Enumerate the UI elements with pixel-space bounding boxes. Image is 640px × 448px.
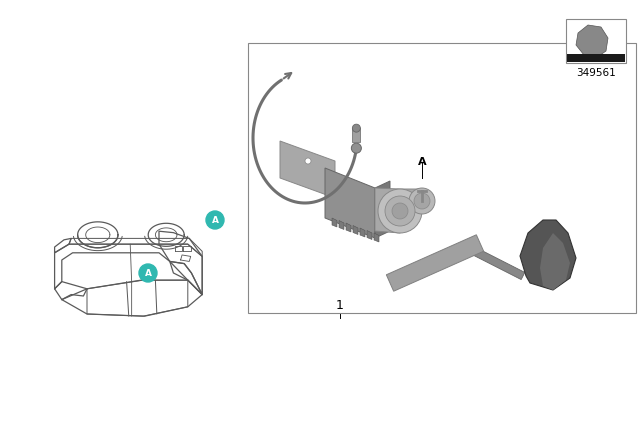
Text: A: A bbox=[211, 215, 218, 224]
Polygon shape bbox=[339, 220, 344, 229]
Polygon shape bbox=[325, 168, 375, 238]
Bar bbox=[567, 54, 625, 62]
Polygon shape bbox=[375, 181, 390, 238]
Circle shape bbox=[353, 124, 360, 132]
Ellipse shape bbox=[378, 189, 422, 233]
Text: 1: 1 bbox=[336, 299, 344, 312]
Circle shape bbox=[139, 264, 157, 282]
Polygon shape bbox=[576, 25, 608, 58]
Circle shape bbox=[206, 211, 224, 229]
Polygon shape bbox=[520, 220, 576, 290]
Polygon shape bbox=[280, 141, 335, 198]
Circle shape bbox=[305, 158, 311, 164]
Ellipse shape bbox=[409, 188, 435, 214]
Ellipse shape bbox=[385, 196, 415, 226]
Ellipse shape bbox=[414, 193, 430, 209]
Bar bbox=[353, 128, 360, 142]
Text: 349561: 349561 bbox=[576, 68, 616, 78]
Bar bbox=[566, 19, 626, 63]
Polygon shape bbox=[466, 245, 525, 280]
Bar bbox=[248, 43, 636, 313]
Text: A: A bbox=[418, 157, 426, 167]
Circle shape bbox=[351, 143, 362, 153]
Polygon shape bbox=[346, 223, 351, 232]
Polygon shape bbox=[375, 188, 422, 233]
Polygon shape bbox=[360, 228, 365, 237]
Polygon shape bbox=[332, 218, 337, 227]
Polygon shape bbox=[353, 225, 358, 234]
Polygon shape bbox=[367, 231, 372, 240]
Polygon shape bbox=[374, 233, 379, 242]
Polygon shape bbox=[540, 233, 570, 290]
Ellipse shape bbox=[392, 203, 408, 219]
Polygon shape bbox=[387, 235, 484, 291]
Text: A: A bbox=[145, 268, 152, 277]
